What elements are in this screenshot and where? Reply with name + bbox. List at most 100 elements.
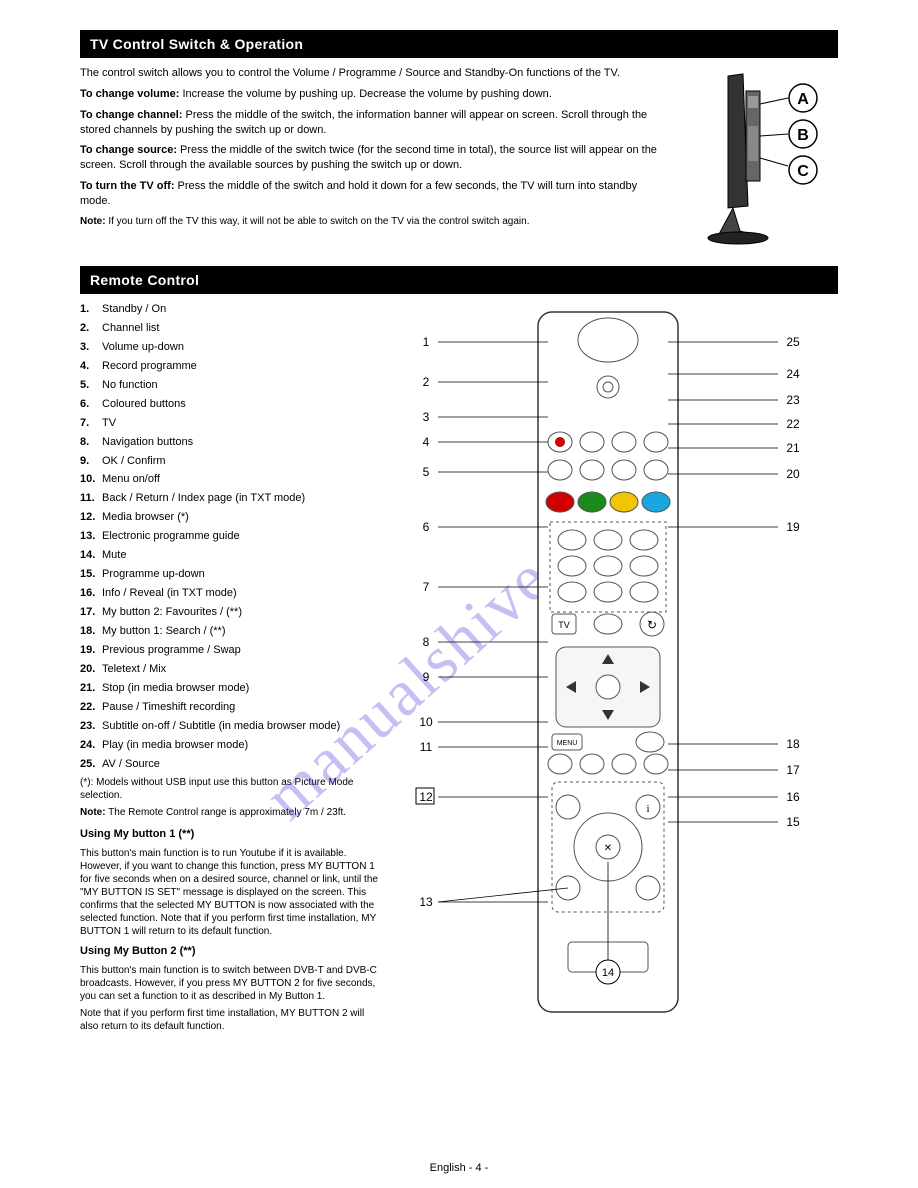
svg-text:TV: TV [558,620,570,630]
remote-item: 18.My button 1: Search / (**) [80,624,380,640]
svg-text:20: 20 [786,467,800,481]
remote-item-label: My button 1: Search / (**) [102,624,380,640]
remote-item: 11.Back / Return / Index page (in TXT mo… [80,491,380,507]
remote-item-num: 23. [80,719,102,735]
remote-item-num: 7. [80,416,102,432]
svg-text:3: 3 [423,410,430,424]
tv-control-note-text: If you turn off the TV this way, it will… [106,216,530,227]
remote-item: 7.TV [80,416,380,432]
callout-a: A [797,91,809,108]
tv-control-label-0: To change volume: [80,88,179,100]
svg-text:7: 7 [423,580,430,594]
remote-item-label: Menu on/off [102,472,380,488]
svg-text:5: 5 [423,465,430,479]
remote-item-num: 8. [80,435,102,451]
remote-item-label: Pause / Timeshift recording [102,700,380,716]
remote-item-num: 4. [80,359,102,375]
remote-item-num: 22. [80,700,102,716]
remote-item: 19.Previous programme / Swap [80,643,380,659]
remote-item-label: Volume up-down [102,340,380,356]
svg-text:9: 9 [423,670,430,684]
svg-text:11: 11 [420,740,433,754]
remote-item-label: My button 2: Favourites / (**) [102,605,380,621]
tv-control-item-2: To change source: Press the middle of th… [80,143,668,173]
remote-note-2: Note: The Remote Control range is approx… [80,806,380,819]
tv-control-note: Note: If you turn off the TV this way, i… [80,215,668,228]
remote-item: 1.Standby / On [80,302,380,318]
remote-item-num: 16. [80,586,102,602]
remote-item: 21.Stop (in media browser mode) [80,681,380,697]
section-tv-control: The control switch allows you to control… [80,66,838,256]
remote-item-label: AV / Source [102,757,380,773]
remote-item: 17.My button 2: Favourites / (**) [80,605,380,621]
tv-control-label-3: To turn the TV off: [80,180,175,192]
svg-text:↻: ↻ [647,618,657,632]
svg-text:✕: ✕ [604,843,612,854]
remote-item: 14.Mute [80,548,380,564]
remote-item-num: 5. [80,378,102,394]
tv-control-item-1: To change channel: Press the middle of t… [80,108,668,138]
remote-note2-text: The Remote Control range is approximatel… [106,807,346,818]
remote-item-label: Programme up-down [102,567,380,583]
tv-control-text: The control switch allows you to control… [80,66,668,256]
svg-text:6: 6 [423,520,430,534]
remote-item-label: Previous programme / Swap [102,643,380,659]
remote-item-label: Standby / On [102,302,380,318]
section-bar-tv-control: TV Control Switch & Operation [80,30,838,58]
svg-text:25: 25 [786,335,800,349]
svg-text:22: 22 [786,417,800,431]
remote-item-num: 11. [80,491,102,507]
remote-item-num: 19. [80,643,102,659]
svg-text:18: 18 [786,737,800,751]
svg-text:i: i [646,803,649,815]
remote-item: 6.Coloured buttons [80,397,380,413]
mybtn2-text: This button's main function is to switch… [80,964,380,1003]
svg-text:10: 10 [419,715,433,729]
remote-item-num: 2. [80,321,102,337]
remote-item-label: Navigation buttons [102,435,380,451]
remote-item-num: 13. [80,529,102,545]
remote-item-num: 18. [80,624,102,640]
svg-text:15: 15 [786,815,800,829]
remote-item: 3.Volume up-down [80,340,380,356]
svg-text:23: 23 [786,393,800,407]
remote-note2-label: Note: [80,807,106,818]
remote-item-label: Stop (in media browser mode) [102,681,380,697]
svg-text:21: 21 [786,441,800,455]
remote-item-num: 24. [80,738,102,754]
remote-item: 20.Teletext / Mix [80,662,380,678]
svg-text:1: 1 [423,335,430,349]
svg-text:4: 4 [423,435,430,449]
remote-note-1: (*): Models without USB input use this b… [80,776,380,802]
mybtn-note: Note that if you perform first time inst… [80,1007,380,1033]
svg-text:13: 13 [419,895,433,909]
svg-text:17: 17 [786,763,800,777]
remote-item: 16.Info / Reveal (in TXT mode) [80,586,380,602]
remote-item-num: 6. [80,397,102,413]
callout-b: B [797,127,809,144]
page: manualshive.com TV Control Switch & Oper… [0,0,918,1188]
remote-item: 24.Play (in media browser mode) [80,738,380,754]
remote-item-num: 9. [80,454,102,470]
svg-text:16: 16 [786,790,800,804]
svg-text:19: 19 [786,520,800,534]
remote-item-label: Back / Return / Index page (in TXT mode) [102,491,380,507]
remote-item-num: 14. [80,548,102,564]
remote-item: 8.Navigation buttons [80,435,380,451]
mybtn1-title: Using My button 1 (**) [80,827,380,843]
callout-c: C [797,163,809,180]
remote-item-label: Teletext / Mix [102,662,380,678]
remote-item: 12.Media browser (*) [80,510,380,526]
remote-item: 4.Record programme [80,359,380,375]
remote-item-label: Coloured buttons [102,397,380,413]
remote-item-label: Electronic programme guide [102,529,380,545]
page-number: English - 4 - [430,1162,489,1174]
tv-side-figure: A B C [688,66,838,256]
tv-control-item-3: To turn the TV off: Press the middle of … [80,179,668,209]
remote-item-label: Info / Reveal (in TXT mode) [102,586,380,602]
svg-text:2: 2 [423,375,430,389]
remote-list: 1.Standby / On2.Channel list3.Volume up-… [80,302,380,1033]
remote-item-label: OK / Confirm [102,454,380,470]
section-bar-remote: Remote Control [80,266,838,294]
remote-item-num: 10. [80,472,102,488]
